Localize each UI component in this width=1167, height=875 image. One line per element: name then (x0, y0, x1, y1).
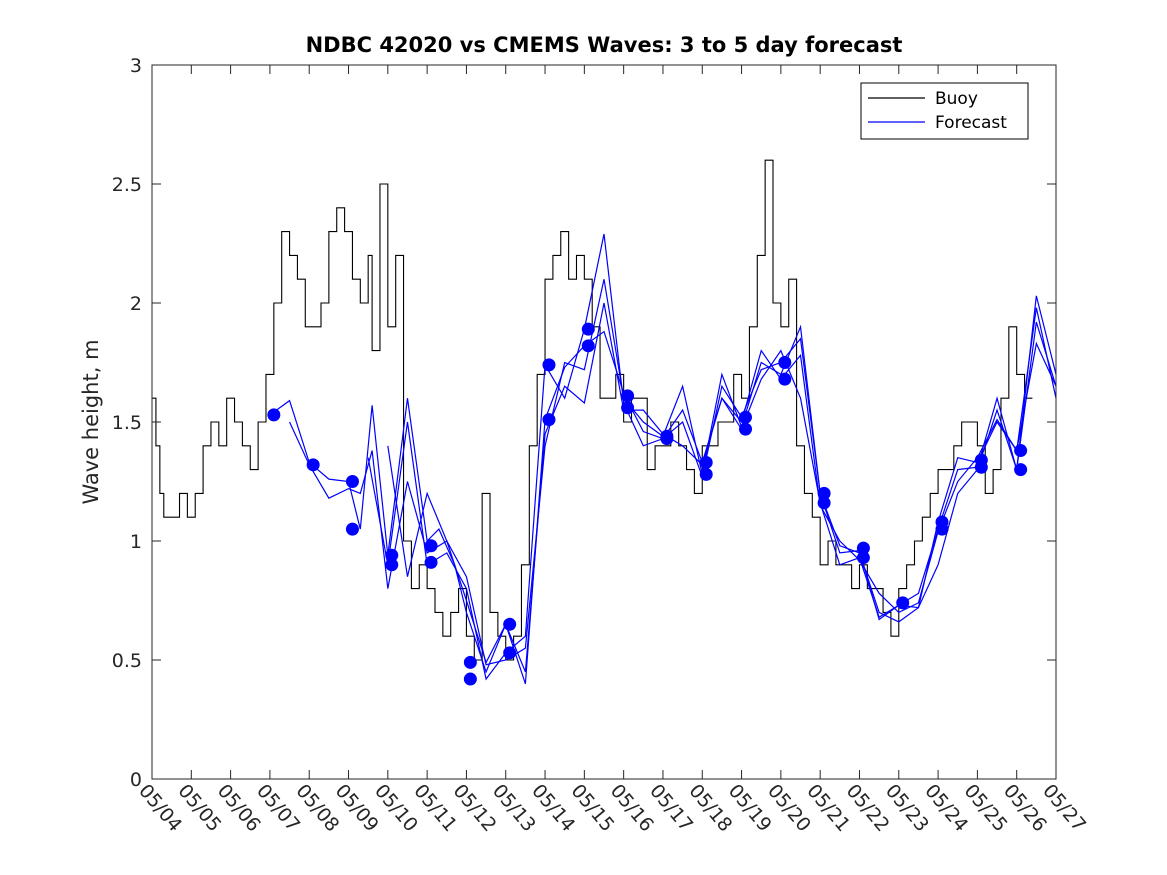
forecast-series-line-3 (367, 233, 1056, 681)
forecast-marker (503, 617, 517, 631)
forecast-marker (463, 655, 477, 669)
axes-box (151, 64, 1057, 780)
forecast-marker (817, 496, 831, 510)
forecast-marker (621, 389, 635, 403)
forecast-marker (738, 422, 752, 436)
y-tick-label: 0.5 (112, 650, 142, 672)
forecast-marker (345, 475, 359, 488)
x-tick-label: 05/11 (409, 780, 461, 836)
forecast-series-line-1 (269, 307, 1056, 684)
forecast-marker (856, 541, 870, 555)
forecast-marker (385, 548, 399, 562)
y-tick-label: 1.5 (112, 412, 142, 434)
forecast-marker (1014, 444, 1028, 458)
forecast-marker (267, 408, 281, 422)
legend-buoy-label: Buoy (935, 89, 978, 109)
forecast-marker (856, 551, 870, 565)
forecast-marker (306, 458, 320, 472)
forecast-marker (778, 356, 792, 369)
forecast-marker (660, 432, 674, 446)
y-tick-label: 3 (130, 55, 142, 77)
forecast-series-line-4 (387, 302, 1056, 673)
x-tick-label: 05/25 (960, 780, 1012, 836)
x-tick-label: 05/06 (213, 780, 265, 836)
x-tick-label: 05/20 (763, 780, 815, 836)
chart-title: NDBC 42020 vs CMEMS Waves: 3 to 5 day fo… (306, 33, 903, 57)
forecast-marker (1014, 463, 1028, 477)
forecast-marker (542, 358, 556, 372)
x-tick-label: 05/16 (606, 780, 658, 836)
plot-area (152, 159, 1056, 686)
forecast-marker (738, 410, 752, 424)
x-tick-label: 05/21 (802, 780, 854, 836)
x-tick-label: 05/04 (134, 780, 186, 836)
x-tick-label: 05/14 (527, 780, 579, 836)
forecast-marker (699, 455, 713, 469)
legend-box (860, 82, 1029, 140)
forecast-marker (385, 558, 399, 572)
y-tick-label: 0 (130, 769, 142, 791)
forecast-marker (581, 339, 595, 353)
buoy-series-line (152, 159, 1033, 661)
forecast-series-line-2 (289, 279, 1056, 666)
x-tick-label: 05/22 (842, 780, 894, 836)
forecast-marker (896, 596, 910, 610)
x-tick-label: 05/07 (252, 780, 304, 836)
x-tick-label: 05/23 (881, 780, 933, 836)
x-tick-label: 05/17 (645, 780, 697, 836)
forecast-marker (542, 413, 556, 427)
y-tick-label: 2.5 (112, 174, 142, 196)
forecast-marker (935, 522, 949, 536)
forecast-marker (345, 522, 359, 536)
forecast-marker (817, 486, 831, 500)
forecast-marker (424, 555, 438, 569)
forecast-marker (621, 401, 635, 415)
forecast-marker (503, 646, 517, 660)
x-tick-label: 05/12 (449, 780, 501, 836)
x-tick-label: 05/27 (1038, 780, 1090, 836)
x-tick-label: 05/24 (920, 780, 972, 836)
y-axis-label: Wave height, m (79, 339, 103, 504)
x-tick-label: 05/26 (999, 780, 1051, 836)
forecast-marker (699, 467, 713, 481)
forecast-marker (463, 672, 477, 686)
forecast-marker (581, 322, 595, 336)
forecast-marker (778, 372, 792, 386)
x-tick-label: 05/13 (488, 780, 540, 836)
legend-forecast-label: Forecast (935, 113, 1007, 133)
x-tick-label: 05/18 (684, 780, 736, 836)
x-tick-label: 05/09 (331, 780, 383, 836)
legend: Buoy Forecast (860, 82, 1029, 140)
y-tick-label: 1 (130, 531, 142, 553)
x-tick-label: 05/10 (370, 780, 422, 836)
y-tick-label: 2 (130, 293, 142, 315)
x-tick-label: 05/05 (173, 780, 225, 836)
x-tick-label: 05/15 (567, 780, 619, 836)
x-tick-label: 05/08 (291, 780, 343, 836)
x-tick-label: 05/19 (724, 780, 776, 836)
forecast-marker (424, 539, 438, 553)
forecast-marker (974, 460, 988, 474)
